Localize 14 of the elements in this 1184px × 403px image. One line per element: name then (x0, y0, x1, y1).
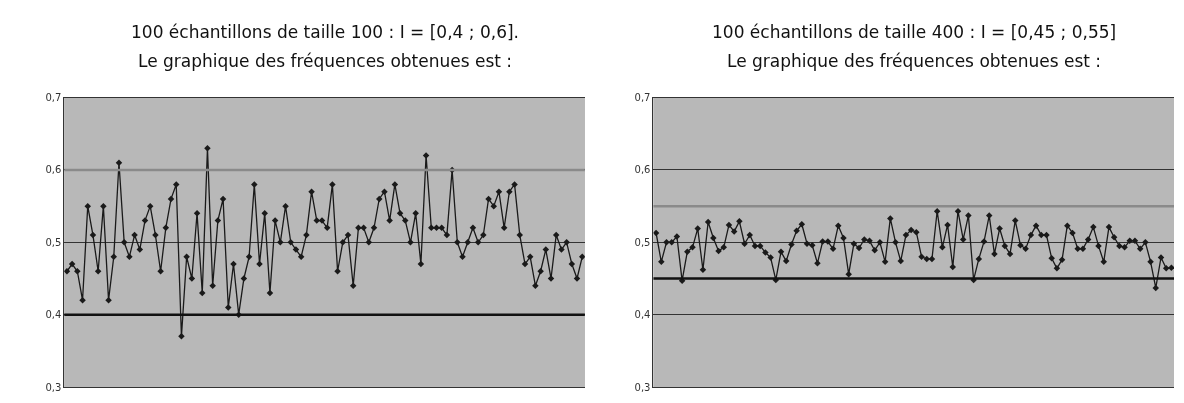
chart-subtitle: Le graphique des fréquences obtenues est : (727, 51, 1102, 71)
chart-title: 100 échantillons de taille 400 : I = [0,45 ; 0,55] (712, 22, 1117, 42)
y-tick-label: 0,5 (634, 236, 651, 248)
y-tick-label: 0,7 (634, 92, 651, 104)
chart-subtitle: Le graphique des fréquences obtenues est : (138, 51, 513, 71)
y-tick-label: 0,3 (634, 381, 651, 393)
y-tick-label: 0,5 (45, 236, 62, 248)
y-tick-label: 0,4 (45, 309, 62, 321)
y-tick-label: 0,7 (45, 92, 62, 104)
y-tick-label: 0,3 (45, 381, 62, 393)
chart-title: 100 échantillons de taille 100 : I = [0,4 ; 0,6]. (131, 22, 519, 42)
y-tick-label: 0,4 (634, 309, 651, 321)
y-tick-label: 0,6 (634, 164, 651, 176)
y-tick-label: 0,6 (45, 164, 62, 176)
